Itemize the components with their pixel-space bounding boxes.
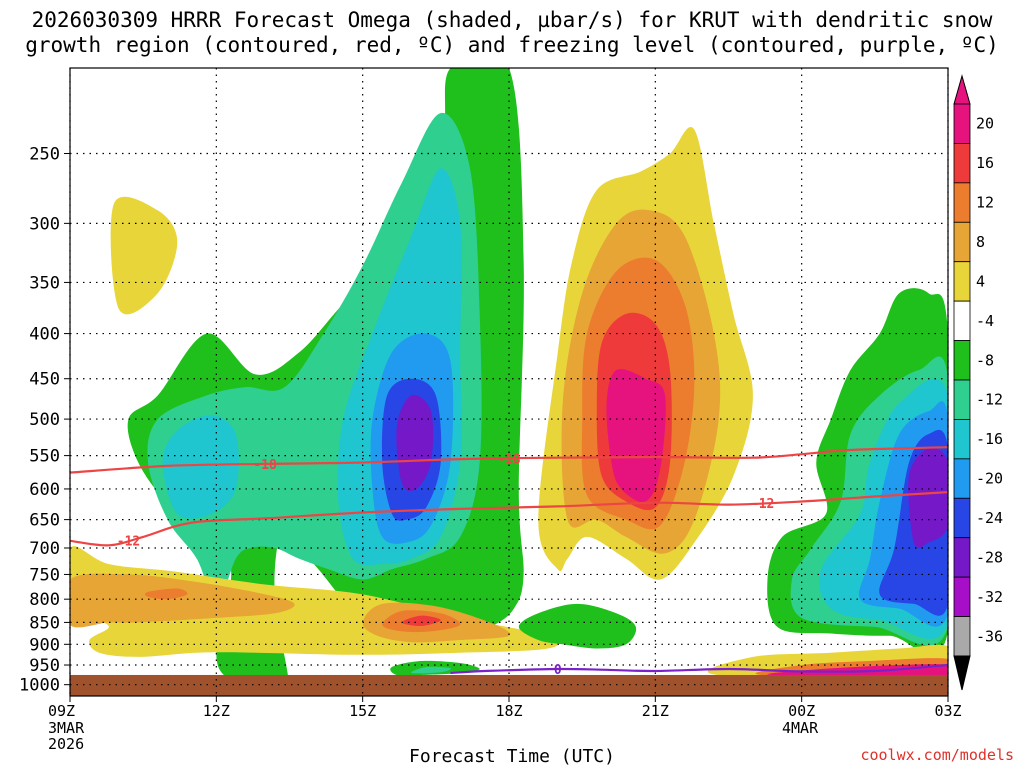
omega-region-22 <box>411 666 452 674</box>
omega-region-14 <box>401 615 441 627</box>
colorbar-label-10: -24 <box>976 509 1003 527</box>
colorbar-label-4: 4 <box>976 272 985 290</box>
colorbar-bin-5 <box>953 300 971 341</box>
title-line-1: 2026030309 HRRR Forecast Omega (shaded, … <box>31 8 993 32</box>
x-sub-label-0a: 3MAR <box>48 719 85 737</box>
colorbar-bottom-arrow <box>953 655 971 691</box>
colorbar-label-11: -28 <box>976 548 1003 566</box>
colorbar-label-9: -20 <box>976 470 1003 488</box>
colorbar-bin-11 <box>953 537 971 578</box>
y-tick-label-600: 600 <box>29 480 60 500</box>
omega-region-2 <box>162 415 239 519</box>
omega-region-20 <box>518 603 637 649</box>
colorbar-bin-3 <box>953 221 971 263</box>
y-tick-label-650: 650 <box>29 511 60 531</box>
y-tick-label-950: 950 <box>29 656 60 676</box>
colorbar-label-7: -12 <box>976 391 1003 409</box>
x-tick-label-5: 00Z <box>788 702 815 720</box>
colorbar: 20 16 12 8 4 -4 -8 -12 -16 -20 -24 -28 -32 -36 <box>953 74 1003 691</box>
colorbar-bin-1 <box>953 143 971 184</box>
colorbar-bin-4 <box>953 261 971 302</box>
colorbar-bin-8 <box>953 419 971 460</box>
x-tick-label-1: 12Z <box>203 702 230 720</box>
contour-label-dgz-top-0: -18 <box>253 458 277 473</box>
contour-freezing-level <box>450 663 948 675</box>
colorbar-label-5: -4 <box>976 312 994 330</box>
omega-region-10 <box>70 573 295 628</box>
y-tick-label-300: 300 <box>29 214 60 234</box>
time-axis: 09Z 12Z 15Z 18Z 21Z 00Z 03Z <box>48 696 962 720</box>
omega-region-19 <box>606 369 666 503</box>
colorbar-label-3: 8 <box>976 233 985 251</box>
colorbar-label-13: -36 <box>976 627 1003 645</box>
colorbar-label-2: 12 <box>976 194 994 212</box>
colorbar-label-0: 20 <box>976 115 994 133</box>
x-tick-label-3: 18Z <box>495 702 522 720</box>
omega-region-6 <box>396 394 434 492</box>
colorbar-label-8: -16 <box>976 430 1003 448</box>
contour-label-dgz-bottom-1: -12 <box>751 497 774 512</box>
chart-title: 2026030309 HRRR Forecast Omega (shaded, … <box>0 8 1024 58</box>
terrain-layer <box>70 674 948 696</box>
x-tick-label-6: 03Z <box>934 702 961 720</box>
y-tick-label-450: 450 <box>29 370 60 390</box>
colorbar-bin-6 <box>953 340 971 381</box>
x-axis-title: Forecast Time (UTC) <box>409 746 615 767</box>
y-tick-label-250: 250 <box>29 144 60 164</box>
colorbar-label-12: -32 <box>976 588 1003 606</box>
contour-label-dgz-top-1: -18 <box>497 452 521 467</box>
colorbar-bin-7 <box>953 379 971 420</box>
y-tick-label-550: 550 <box>29 447 60 467</box>
contour-dgz-top <box>70 446 948 474</box>
omega-region-8 <box>110 196 178 315</box>
y-tick-label-1000: 1000 <box>19 676 60 696</box>
colorbar-top-arrow <box>953 74 971 105</box>
y-tick-label-900: 900 <box>29 635 60 655</box>
colorbar-bin-12 <box>953 576 971 617</box>
y-tick-label-700: 700 <box>29 539 60 559</box>
terrain-fill <box>70 674 948 696</box>
y-tick-label-800: 800 <box>29 590 60 610</box>
colorbar-bin-13 <box>953 616 971 657</box>
colorbar-label-1: 16 <box>976 154 994 172</box>
title-line-2: growth region (contoured, red, ºC) and f… <box>25 33 999 57</box>
y-tick-label-500: 500 <box>29 410 60 430</box>
omega-region-31 <box>767 664 948 676</box>
colorbar-label-6: -8 <box>976 351 994 369</box>
contour-label-dgz-bottom-0: -12 <box>117 535 140 550</box>
colorbar-bin-2 <box>953 182 971 223</box>
colorbar-bin-10 <box>953 497 971 539</box>
y-tick-label-750: 750 <box>29 565 60 585</box>
colorbar-bin-0 <box>953 103 971 144</box>
omega-region-28 <box>908 448 948 549</box>
y-tick-label-350: 350 <box>29 273 60 293</box>
colorbar-bin-9 <box>953 458 971 499</box>
y-tick-label-850: 850 <box>29 613 60 633</box>
pressure-axis: 2503003504004505005506006507007508008509… <box>19 144 70 696</box>
x-tick-label-4: 21Z <box>642 702 669 720</box>
omega-region-13 <box>144 588 188 600</box>
x-tick-label-0: 09Z <box>48 702 75 720</box>
contour-lines: -18 -18 -12 -12 0 <box>70 446 948 678</box>
x-sub-label-5a: 4MAR <box>782 719 819 737</box>
x-sub-label-0b: 2026 <box>48 735 85 753</box>
contour-label-freezing-level-0: 0 <box>554 663 562 678</box>
credit-link[interactable]: coolwx.com/models <box>860 746 1014 764</box>
y-tick-label-400: 400 <box>29 325 60 345</box>
x-tick-label-2: 15Z <box>349 702 376 720</box>
omega-shading <box>70 68 948 696</box>
contour-dgz-bottom <box>70 491 948 547</box>
